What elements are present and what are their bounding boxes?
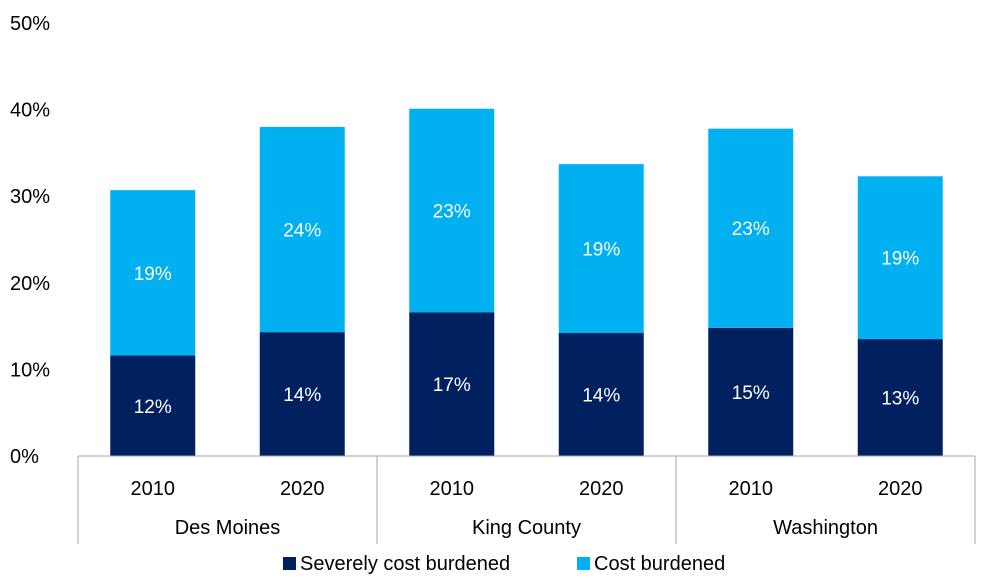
data-label: 19% — [134, 264, 172, 285]
y-tick-label: 10% — [10, 359, 50, 381]
data-label: 15% — [732, 383, 770, 404]
bar-segment — [708, 327, 794, 456]
y-tick-label: 50% — [10, 13, 50, 35]
x-group-label: Washington — [773, 517, 878, 539]
bars: 12% 19% 14% 24% 17% 23% 14% 19% 15% 23% 13% 19% — [110, 108, 943, 456]
data-label: 19% — [881, 249, 919, 270]
x-tick-label: 2010 — [729, 478, 774, 500]
legend-swatch — [283, 557, 296, 570]
data-label: 13% — [881, 389, 919, 410]
x-group-label: King County — [472, 517, 581, 539]
x-tick-label: 2020 — [280, 478, 325, 500]
bar-segment — [708, 128, 794, 328]
x-group-label: Des Moines — [175, 517, 281, 539]
data-label: 23% — [433, 201, 471, 222]
y-tick-label: 30% — [10, 186, 50, 208]
data-label: 24% — [283, 221, 321, 242]
legend-label: Severely cost burdened — [300, 553, 510, 575]
y-tick-label: 0% — [10, 446, 39, 468]
x-tick-label: 2010 — [430, 478, 475, 500]
x-tick-label: 2020 — [878, 478, 923, 500]
legend-label: Cost burdened — [594, 553, 725, 575]
bar-segment — [409, 312, 495, 456]
bar-segment — [558, 164, 644, 334]
data-label: 14% — [582, 386, 620, 407]
y-tick-label: 20% — [10, 273, 50, 295]
legend-swatch — [577, 557, 590, 570]
y-tick-label: 40% — [10, 100, 50, 122]
bar-segment — [110, 355, 196, 456]
bar-segment — [259, 126, 345, 333]
x-tick-label: 2010 — [131, 478, 176, 500]
bar-segment — [857, 176, 943, 340]
legend: Severely cost burdened Cost burdened — [283, 553, 725, 575]
x-axis: 2010 2020 2010 2020 2010 2020 Des Moines King C… — [77, 455, 976, 544]
bar-segment — [259, 332, 345, 456]
bar-segment — [558, 333, 644, 456]
bar-segment — [409, 108, 495, 313]
x-tick-label: 2020 — [579, 478, 624, 500]
data-label: 23% — [732, 219, 770, 240]
data-label: 12% — [134, 397, 172, 418]
data-label: 19% — [582, 240, 620, 261]
data-label: 17% — [433, 375, 471, 396]
data-label: 14% — [283, 385, 321, 406]
bar-segment — [857, 339, 943, 456]
bar-segment — [110, 190, 196, 356]
y-axis: 0% 10% 20% 30% 40% 50% — [10, 13, 50, 468]
